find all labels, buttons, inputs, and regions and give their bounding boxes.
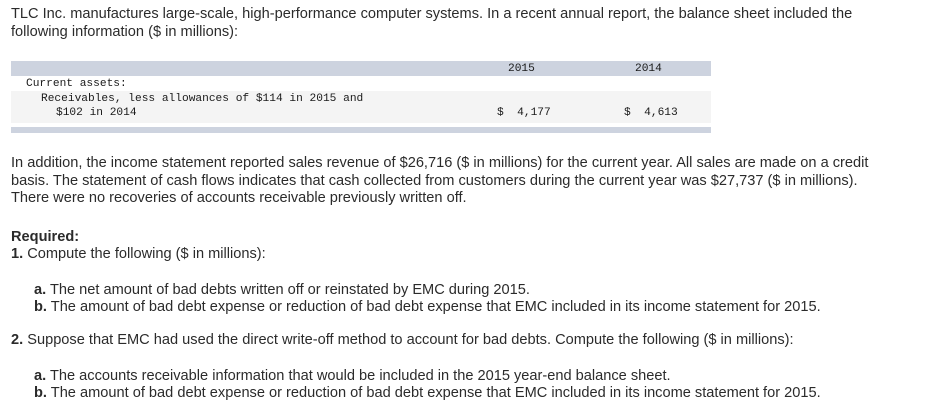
question-2-number: 2. bbox=[11, 332, 24, 348]
table-row: Receivables, less allowances of $114 in … bbox=[11, 91, 711, 123]
receivables-value-2015: $ 4,177 bbox=[497, 107, 551, 119]
table-header-row: 2015 2014 bbox=[11, 61, 711, 76]
table-section-row: Current assets: bbox=[11, 76, 711, 91]
question-2b-text: The amount of bad debt expense or reduct… bbox=[46, 385, 821, 401]
column-header-2015: 2015 bbox=[508, 63, 535, 75]
question-2: 2. Suppose that EMC had used the direct … bbox=[11, 332, 794, 350]
row-label-line-1: Receivables, less allowances of $114 in … bbox=[41, 93, 364, 105]
receivables-value-2014: $ 4,613 bbox=[624, 107, 678, 119]
question-1b-letter: b. bbox=[34, 299, 47, 315]
section-label-current-assets: Current assets: bbox=[26, 78, 127, 90]
row-label-line-2: $102 in 2014 bbox=[56, 107, 137, 119]
question-2a-letter: a. bbox=[34, 368, 47, 384]
question-1b-text: The amount of bad debt expense or reduct… bbox=[46, 299, 821, 315]
addition-line-1: In addition, the income statement report… bbox=[11, 155, 869, 171]
table-gap bbox=[11, 123, 711, 127]
column-header-2014: 2014 bbox=[635, 63, 662, 75]
question-2b-letter: b. bbox=[34, 385, 47, 401]
question-1a-letter: a. bbox=[34, 282, 47, 298]
required-heading: Required: bbox=[11, 229, 80, 245]
intro-line-1: TLC Inc. manufactures large-scale, high-… bbox=[11, 6, 853, 22]
question-1: 1. Compute the following ($ in millions)… bbox=[11, 246, 266, 264]
addition-line-2: basis. The statement of cash flows indic… bbox=[11, 172, 858, 189]
intro-line-2: following information ($ in millions): bbox=[11, 23, 239, 40]
balance-sheet-table: 2015 2014 Current assets: Receivables, l… bbox=[11, 61, 711, 133]
question-1a-text: The net amount of bad debts written off … bbox=[46, 282, 530, 298]
table-footer-bar bbox=[11, 127, 711, 133]
addition-line-3: There were no recoveries of accounts rec… bbox=[11, 190, 467, 206]
question-2a: a. The accounts receivable information t… bbox=[34, 368, 671, 386]
question-1-text: Compute the following ($ in millions): bbox=[23, 246, 266, 262]
question-2a-text: The accounts receivable information that… bbox=[46, 368, 671, 384]
addition-paragraph: In addition, the income statement report… bbox=[11, 155, 868, 208]
intro-paragraph: TLC Inc. manufactures large-scale, high-… bbox=[11, 6, 852, 41]
question-1-number: 1. bbox=[11, 246, 24, 262]
question-1a: a. The net amount of bad debts written o… bbox=[34, 282, 530, 300]
question-1b: b. The amount of bad debt expense or red… bbox=[34, 299, 821, 317]
question-2b: b. The amount of bad debt expense or red… bbox=[34, 385, 821, 403]
question-2-text: Suppose that EMC had used the direct wri… bbox=[23, 332, 794, 348]
